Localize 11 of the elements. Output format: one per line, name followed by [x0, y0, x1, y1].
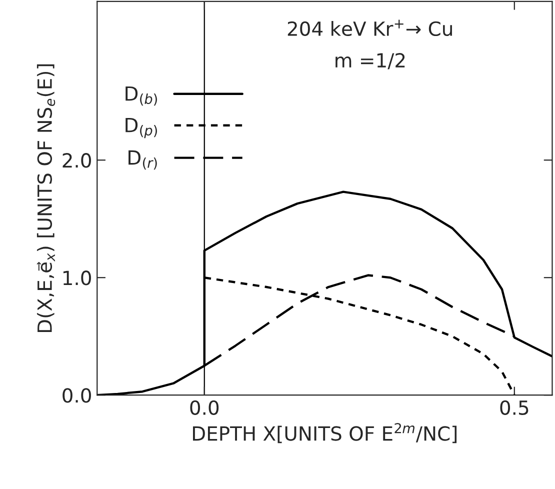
y-tick-label: 0.0: [62, 388, 91, 403]
x-axis-title: DEPTH X[UNITS OF E$^{2m}$/NC]: [193, 423, 457, 444]
y-axis-title: D(X,E,e⃗$_{x}$) [UNITS OF NS$_{e}$(E)]: [36, 64, 56, 332]
legend-label: D$_{(b)}$: [126, 86, 157, 106]
legend-label: D$_{(r)}$: [128, 150, 157, 170]
x-tick-label: 0.5: [500, 400, 528, 416]
text: m =1/2: [336, 52, 405, 70]
text: 204 keV Kr$^{+}$→ Cu: [288, 20, 452, 36]
y-tick-label: 1.0: [63, 270, 91, 286]
legend-label: D$_{(p)}$: [126, 118, 157, 138]
y-tick-label: 2.0: [62, 153, 91, 168]
